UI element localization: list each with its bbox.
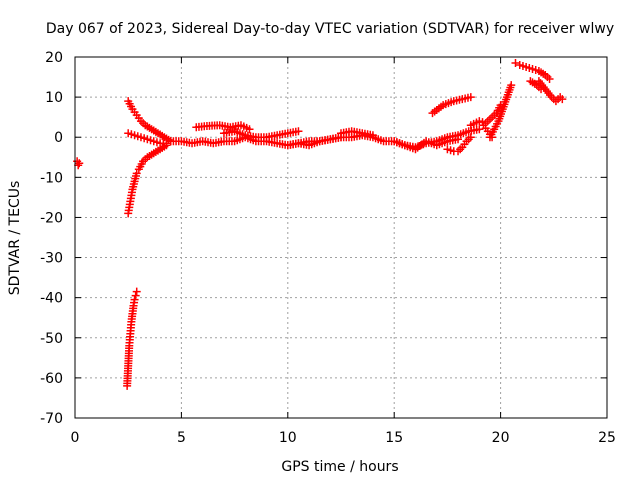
data-point (294, 127, 303, 136)
data-point (545, 75, 554, 84)
data-point (488, 133, 497, 142)
data-point (131, 291, 140, 300)
data-point (245, 125, 254, 134)
y-tick-label: -60 (40, 371, 63, 387)
x-tick-label: 5 (177, 430, 186, 446)
data-series-dip-right (443, 133, 475, 156)
y-tick-label: -70 (40, 411, 63, 427)
data-series-band-lower (283, 133, 345, 150)
y-tick-label: -10 (40, 170, 63, 186)
data-series-rise-4 (479, 121, 497, 142)
y-axis-label: SDTVAR / TECUs (7, 181, 23, 296)
x-tick-label: 10 (279, 430, 297, 446)
data-series-rise-3 (485, 81, 516, 142)
plot-frame (74, 56, 608, 419)
data-series-tail-low (526, 77, 546, 94)
y-tick-label: 0 (54, 130, 63, 146)
data-point (132, 169, 141, 178)
data-point (466, 93, 475, 102)
data-point (511, 59, 520, 68)
y-tick-label: -40 (40, 291, 63, 307)
data-series-descending-steep (123, 287, 141, 390)
data-series-rise-1 (428, 93, 475, 118)
data-series-arc-left (124, 129, 171, 148)
data-series-band-right-1 (337, 127, 377, 140)
x-tick-label: 15 (385, 430, 403, 446)
data-point (507, 81, 516, 90)
y-tick-label: -20 (40, 210, 63, 226)
data-series-rising-left (124, 141, 171, 218)
data-point (130, 295, 139, 304)
y-tick-label: 10 (45, 90, 63, 106)
data-series-isolated-start (73, 157, 84, 170)
data-point (162, 139, 171, 148)
data-point (475, 125, 484, 134)
data-point (537, 85, 546, 94)
data-point (132, 287, 141, 296)
x-tick-label: 0 (71, 430, 80, 446)
data-point (368, 131, 377, 140)
data-series-band-upper-1 (192, 121, 254, 134)
data-series-peak (511, 59, 554, 84)
chart-title: Day 067 of 2023, Sidereal Day-to-day VTE… (46, 21, 614, 37)
x-tick-label: 20 (492, 430, 510, 446)
y-tick-label: -30 (40, 251, 63, 267)
data-point (75, 159, 84, 168)
tick-layer: 0 5 10 15 20 25 -70 -60 -50 -40 -30 -20 -10 0 10 20 (40, 50, 616, 446)
y-tick-label: 20 (45, 50, 63, 66)
x-axis-label: GPS time / hours (281, 459, 398, 475)
data-series-band-upper-2 (219, 127, 303, 142)
x-tick-label: 25 (598, 430, 616, 446)
data-point (558, 95, 567, 104)
data-point (466, 133, 475, 142)
data-layer (73, 59, 567, 390)
y-tick-label: -50 (40, 331, 63, 347)
